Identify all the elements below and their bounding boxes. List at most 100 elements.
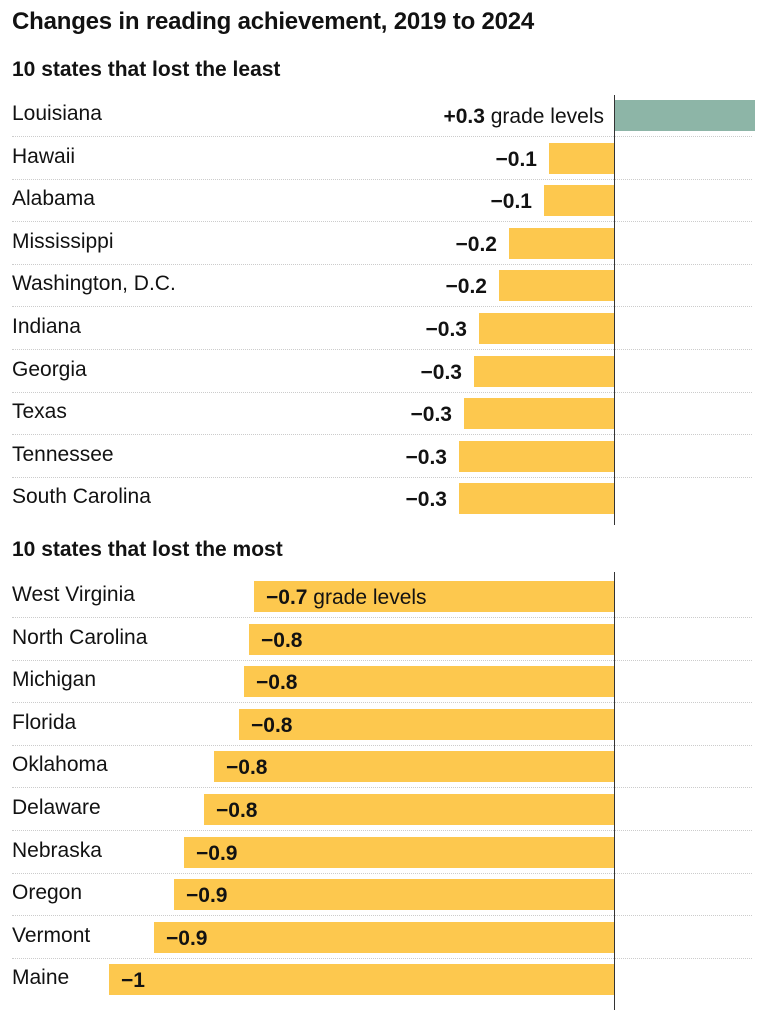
chart-row: Maine −1	[0, 964, 752, 1006]
chart-row: Alabama −0.1	[0, 185, 752, 227]
chart-row: Michigan −0.8	[0, 666, 752, 708]
state-label: Tennessee	[12, 442, 114, 466]
state-label: Florida	[12, 710, 77, 734]
value-label: −0.3	[420, 360, 462, 384]
bar	[459, 483, 614, 515]
chart-row: Texas −0.3	[0, 398, 752, 440]
state-label: Vermont	[12, 923, 91, 947]
group-title-least: 10 states that lost the least	[12, 58, 281, 81]
state-label: South Carolina	[12, 485, 151, 509]
chart-row: Tennessee −0.3	[0, 440, 752, 483]
chart-row: West Virginia −0.7 grade levels	[0, 581, 752, 623]
state-label: Alabama	[12, 187, 95, 211]
value-label: −0.3	[405, 488, 447, 512]
chart-row: Oklahoma −0.8	[0, 751, 752, 793]
bar	[479, 313, 614, 344]
bar	[214, 751, 614, 783]
row-separator	[12, 178, 752, 180]
value-label: −0.3	[425, 318, 467, 341]
state-label: Texas	[12, 400, 67, 424]
row-separator	[12, 434, 752, 436]
bar	[204, 794, 614, 825]
chart-row: Florida −0.8	[0, 708, 752, 751]
value-label: −0.8	[226, 756, 268, 780]
row-separator	[12, 349, 752, 350]
chart-row: Hawaii −0.1	[0, 142, 752, 185]
state-label: Washington, D.C.	[12, 272, 176, 296]
bar	[509, 227, 614, 259]
row-separator	[12, 136, 752, 137]
state-label: Michigan	[12, 668, 97, 692]
bar	[549, 142, 614, 174]
chart-row: Nebraska −0.9	[0, 836, 752, 879]
chart-row: Mississippi −0.2	[0, 227, 752, 270]
row-separator	[12, 702, 752, 704]
row-separator	[12, 617, 752, 618]
row-separator	[12, 391, 752, 393]
zero-axis-line	[614, 95, 615, 525]
row-separator	[12, 872, 752, 874]
bar	[154, 921, 614, 953]
value-label: −0.8	[251, 713, 293, 737]
value-label: −0.8	[261, 628, 303, 652]
chart-row: Vermont −0.9	[0, 921, 752, 964]
bar	[615, 100, 755, 131]
value-label: +0.3 grade levels	[443, 105, 604, 128]
chart-row: Louisiana +0.3 grade levels	[0, 100, 755, 142]
group-title-most: 10 states that lost the most	[12, 538, 283, 561]
row-separator	[12, 787, 752, 789]
state-label: Hawaii	[12, 144, 76, 168]
row-separator	[12, 476, 752, 478]
state-label: Mississippi	[12, 229, 114, 253]
state-label: Indiana	[12, 315, 81, 338]
value-label: −0.9	[186, 884, 228, 908]
value-label: −0.8	[256, 671, 298, 695]
bar	[254, 581, 614, 612]
bar	[459, 440, 614, 472]
bar	[239, 708, 614, 740]
value-label: −0.9	[166, 926, 208, 950]
bar	[184, 836, 614, 868]
state-label: North Carolina	[12, 625, 148, 649]
chart-row: North Carolina −0.8	[0, 623, 752, 666]
state-label: Oregon	[12, 881, 83, 905]
state-label: Delaware	[12, 796, 101, 819]
value-label: −0.3	[405, 445, 447, 469]
value-label: −0.8	[216, 799, 258, 822]
bar	[474, 355, 614, 387]
state-label: Oklahoma	[12, 753, 108, 777]
bar	[499, 270, 614, 302]
row-separator	[12, 744, 752, 746]
bar	[544, 185, 614, 217]
value-label: −0.2	[455, 232, 497, 256]
state-label: West Virginia	[12, 583, 135, 606]
row-separator	[12, 659, 752, 661]
state-label: Georgia	[12, 357, 87, 381]
value-label: −0.9	[196, 841, 238, 865]
chart-row: Indiana −0.3	[0, 313, 752, 355]
value-label: −0.7 grade levels	[266, 586, 427, 609]
state-label: Louisiana	[12, 102, 102, 125]
chart-row: Washington, D.C. −0.2	[0, 270, 752, 312]
state-label: Maine	[12, 966, 70, 990]
bar	[244, 666, 614, 698]
bar	[464, 398, 614, 430]
row-separator	[12, 263, 752, 265]
chart-row: Georgia −0.3	[0, 355, 752, 398]
bar	[109, 964, 614, 996]
row-separator	[12, 830, 752, 831]
chart-title: Changes in reading achievement, 2019 to …	[12, 8, 535, 35]
chart-row: Oregon −0.9	[0, 879, 752, 921]
bar	[174, 879, 614, 911]
value-label: −1	[121, 969, 145, 993]
value-label: −0.3	[410, 403, 452, 427]
row-separator	[12, 915, 752, 917]
row-separator	[12, 957, 752, 959]
chart-row: South Carolina −0.3	[0, 483, 752, 525]
zero-axis-line	[614, 572, 615, 1010]
row-separator	[12, 306, 752, 308]
state-label: Nebraska	[12, 838, 102, 862]
value-label: −0.1	[495, 147, 537, 171]
value-label: −0.1	[490, 190, 532, 214]
chart-row: Delaware −0.8	[0, 794, 752, 836]
